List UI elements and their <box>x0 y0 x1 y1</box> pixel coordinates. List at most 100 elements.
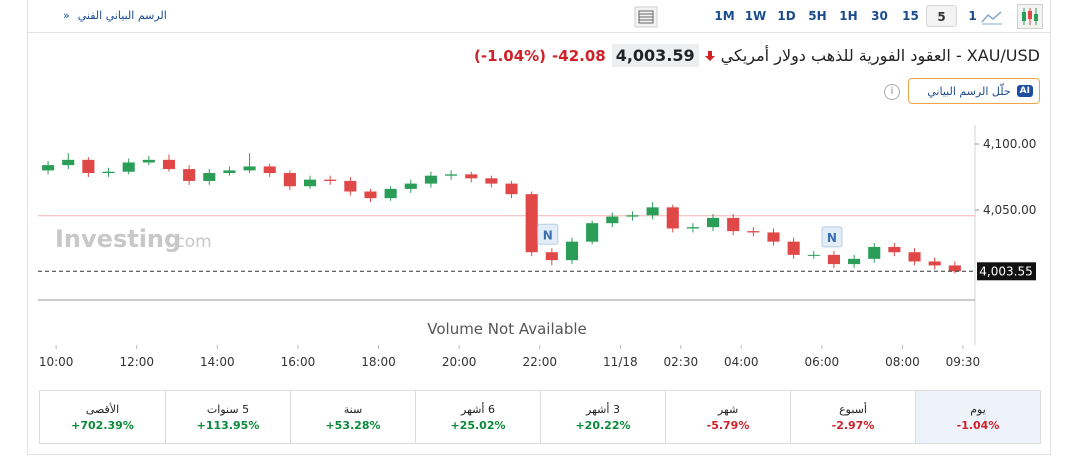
candle-body <box>263 166 276 174</box>
candle-body <box>505 183 518 195</box>
period-change: +113.95% <box>196 419 260 432</box>
timeframe-button[interactable]: 5H <box>808 9 827 23</box>
candle-body <box>485 178 498 184</box>
candle-body <box>626 215 639 217</box>
timeframe-button[interactable]: 1M <box>714 9 735 23</box>
x-tick-label: 11/18 <box>603 355 638 369</box>
candle-body <box>42 165 55 171</box>
candle-body <box>606 216 619 224</box>
candle-body <box>706 217 720 228</box>
down-arrow <box>704 50 715 61</box>
x-tick-label: 04:00 <box>724 355 759 369</box>
ai-button-label: حلّل الرسم البياني <box>927 84 1011 98</box>
watermark: Investing <box>55 225 181 253</box>
candle-body <box>545 252 558 261</box>
candle-body <box>686 227 699 229</box>
price-change: -42.08 <box>552 46 606 65</box>
candle-body <box>727 217 740 232</box>
x-tick-label: 09:30 <box>946 355 981 369</box>
last-price-tag: 4,003.55 <box>979 264 1032 278</box>
widget-card <box>27 0 1051 455</box>
candle-body <box>565 241 579 261</box>
candle-body <box>767 232 780 242</box>
performance-cell[interactable]: أسبوع -2.97% <box>790 391 915 443</box>
table-icon[interactable] <box>634 6 658 28</box>
news-marker <box>821 226 843 248</box>
timeframe-button[interactable]: 1H <box>839 9 858 23</box>
x-tick-label: 16:00 <box>281 355 316 369</box>
candle-body <box>223 170 236 174</box>
x-tick-label: 14:00 <box>200 355 235 369</box>
ai-badge: AI <box>1016 85 1033 97</box>
candle-body <box>586 223 599 242</box>
period-label: 5 سنوات <box>206 403 250 416</box>
performance-cell[interactable]: 6 أشهر +25.02% <box>415 391 540 443</box>
info-icon[interactable]: i <box>884 84 900 100</box>
candle-body <box>162 159 176 170</box>
timeframe-button[interactable]: 30 <box>871 9 888 23</box>
x-tick-label: 06:00 <box>805 355 840 369</box>
timeframe-button[interactable]: 1W <box>744 9 767 23</box>
performance-cell[interactable]: 3 أشهر +20.22% <box>540 391 665 443</box>
candle-body <box>525 194 538 253</box>
instrument-header: XAU/USD - العقود الفورية للذهب دولار أمر… <box>474 44 1040 67</box>
candle-body <box>807 254 820 256</box>
performance-cell[interactable]: شهر -5.79% <box>665 391 790 443</box>
news-marker-label: N <box>827 231 837 245</box>
candle-body <box>283 173 296 187</box>
candle-body <box>948 265 961 272</box>
x-tick-label: 02:30 <box>664 355 699 369</box>
performance-cell[interactable]: سنة +53.28% <box>290 391 415 443</box>
technical-label: الرسم البياني الفني <box>77 9 167 22</box>
news-marker <box>537 223 559 245</box>
period-change: +53.28% <box>325 419 381 432</box>
performance-cell[interactable]: الأقصى +702.39% <box>40 391 165 443</box>
candle-body <box>364 191 377 199</box>
candle-body <box>848 258 861 265</box>
timeframe-button[interactable]: 1 <box>968 9 977 23</box>
candle-body <box>928 261 941 266</box>
candle-body <box>122 162 135 172</box>
performance-cell[interactable]: يوم -1.04% <box>915 391 1040 443</box>
technical-arrow: » <box>63 9 70 22</box>
candle-body <box>142 159 155 163</box>
candle-body <box>344 180 357 192</box>
x-tick-label: 20:00 <box>442 355 477 369</box>
timeframe-button[interactable]: 15 <box>902 9 919 23</box>
technical-link[interactable]: » الرسم البياني الفني <box>63 9 167 22</box>
period-change: -5.79% <box>706 419 750 432</box>
candle-body <box>787 241 800 255</box>
candle-chart-icon[interactable] <box>1017 4 1043 29</box>
candle-body <box>868 246 881 259</box>
last-price: 4,003.59 <box>611 44 699 67</box>
candle-body <box>747 231 760 233</box>
period-label: أسبوع <box>839 403 867 416</box>
candle-body <box>324 179 337 181</box>
y-tick-label: 4,100.00 <box>983 137 1036 151</box>
timeframe-button[interactable]: 5 <box>926 5 957 27</box>
period-label: شهر <box>717 403 739 416</box>
candle-body <box>827 254 840 265</box>
last-price-tag-bg <box>977 262 1036 281</box>
instrument-title: XAU/USD - العقود الفورية للذهب دولار أمر… <box>720 46 1040 65</box>
candle-body <box>445 174 458 176</box>
candle-body <box>102 171 115 174</box>
candle-body <box>666 207 679 229</box>
performance-table: يوم -1.04% أسبوع -2.97% شهر -5.79% 3 أشهر +20.2… <box>39 390 1041 444</box>
ai-analyze-button[interactable]: AI حلّل الرسم البياني <box>908 78 1040 104</box>
news-marker-label: N <box>543 228 553 242</box>
area-chart-icon[interactable] <box>980 6 1004 28</box>
period-label: 3 أشهر <box>586 403 620 416</box>
candle-body <box>888 246 901 253</box>
toolbar: » الرسم البياني الفني 1M 1W 1D 5H 1H 30 15 5 1 <box>27 0 1051 33</box>
timeframes: 1M 1W 1D 5H 1H 30 15 5 1 <box>709 5 988 27</box>
x-tick-label: 22:00 <box>522 355 557 369</box>
candle-body <box>646 207 659 216</box>
performance-cell[interactable]: 5 سنوات +113.95% <box>165 391 290 443</box>
timeframe-button[interactable]: 1D <box>777 9 796 23</box>
period-change: +702.39% <box>71 419 134 432</box>
watermark-suffix: .com <box>170 232 212 252</box>
period-change: +25.02% <box>450 419 506 432</box>
